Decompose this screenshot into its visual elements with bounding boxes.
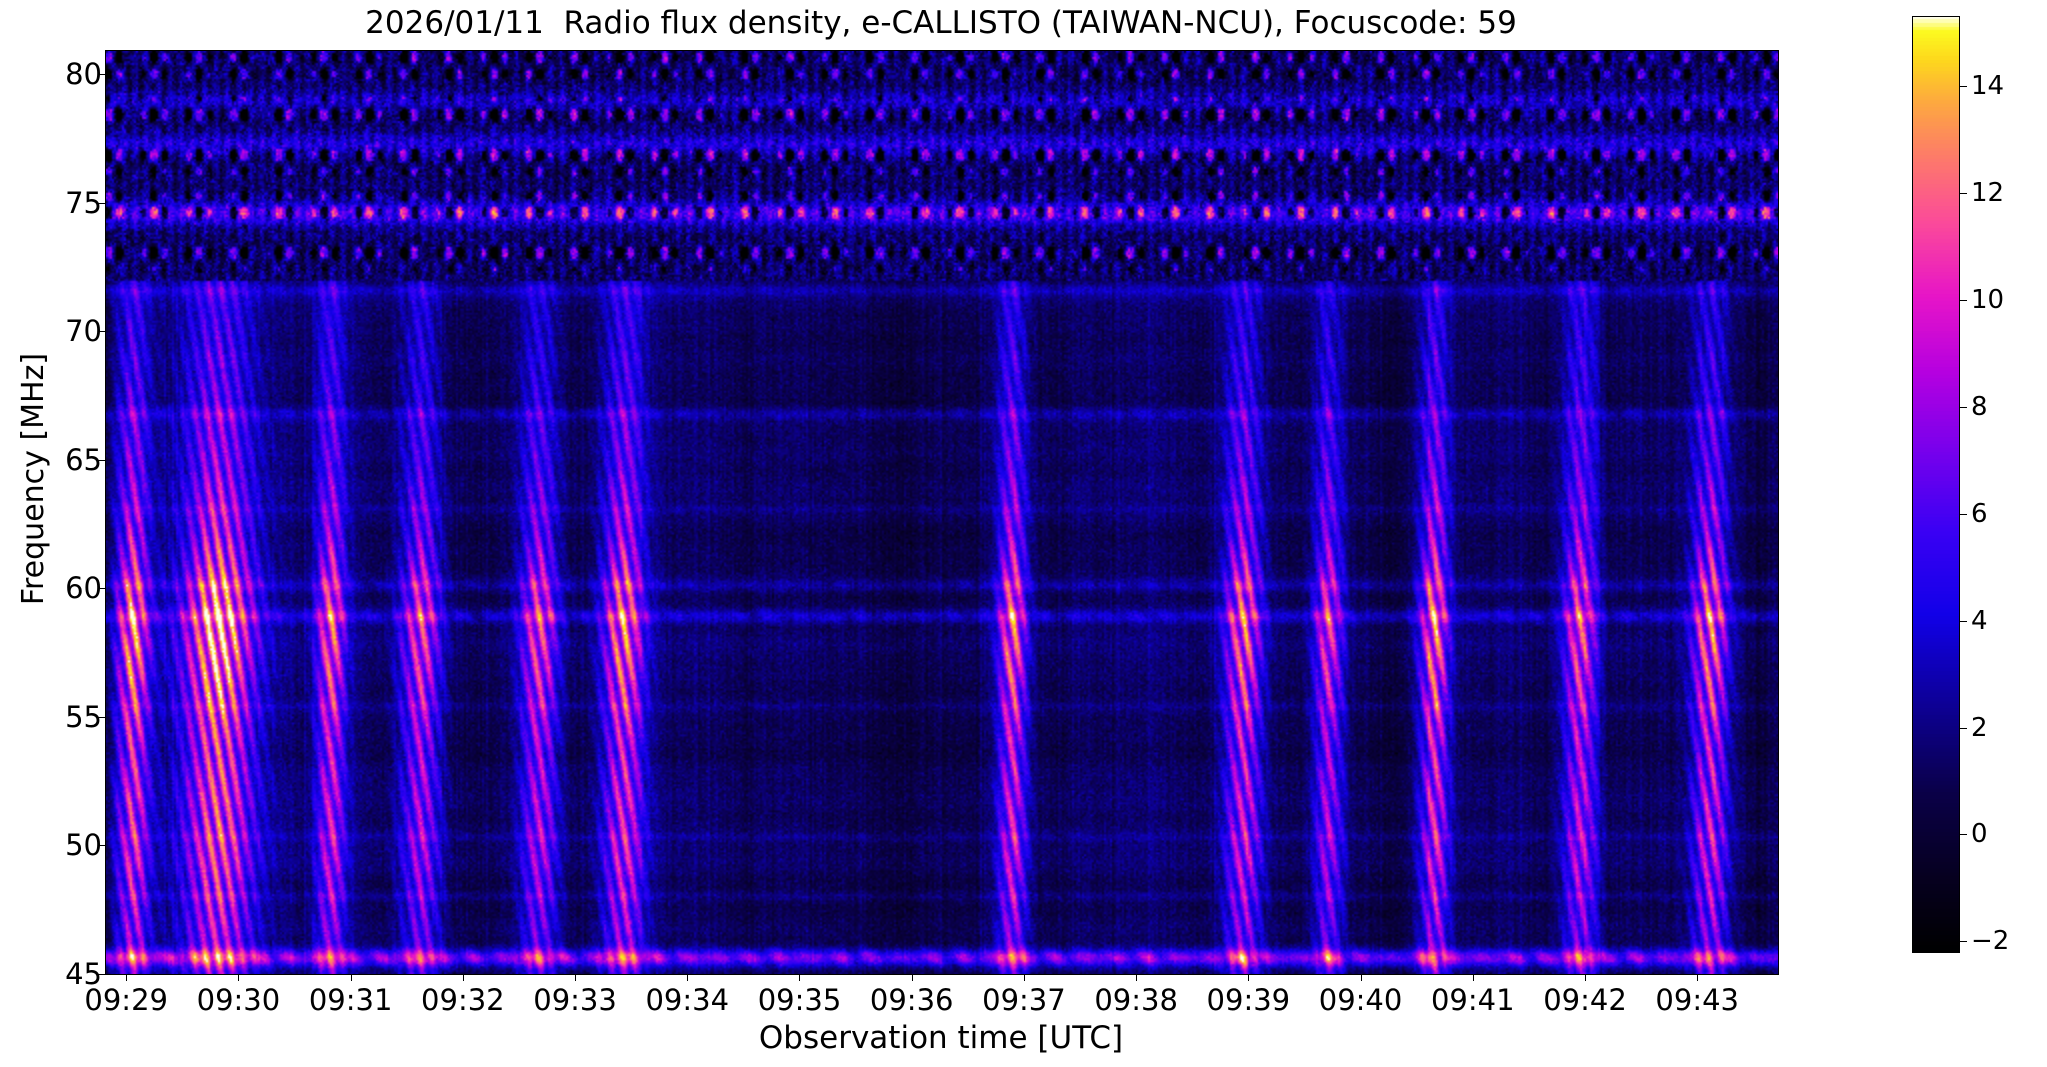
colorbar-tick-mark <box>1960 300 1967 302</box>
colorbar-tick-mark <box>1960 193 1967 195</box>
colorbar-tick-label: 4 <box>1971 605 1988 636</box>
y-axis-tick-mark <box>98 459 105 461</box>
x-axis-tick-mark <box>126 974 128 981</box>
spectrogram-axes[interactable] <box>105 50 1779 975</box>
y-axis-tick-mark <box>98 716 105 718</box>
x-axis-tick-label: 09:41 <box>1430 983 1515 1017</box>
colorbar-tick-mark <box>1960 407 1967 409</box>
x-axis-tick-mark <box>1472 974 1474 981</box>
x-axis-tick-mark <box>1136 974 1138 981</box>
x-axis-tick-label: 09:35 <box>757 983 842 1017</box>
y-axis-label: Frequency [MHz] <box>16 352 51 606</box>
x-axis-tick-label: 09:33 <box>533 983 617 1017</box>
x-axis-tick-label: 09:43 <box>1655 983 1739 1017</box>
colorbar-tick-mark <box>1960 620 1967 622</box>
x-axis-tick-mark <box>1360 974 1362 981</box>
x-axis-tick-mark <box>575 974 577 981</box>
y-axis-tick-label: 55 <box>65 699 102 734</box>
x-axis-tick-label: 09:38 <box>1094 983 1178 1017</box>
x-axis-tick-mark <box>1584 974 1586 981</box>
colorbar-tick-mark <box>1960 86 1967 88</box>
x-axis-tick-label: 09:32 <box>421 983 505 1017</box>
x-axis-tick-label: 09:40 <box>1318 983 1403 1017</box>
x-axis-tick-mark <box>462 974 464 981</box>
y-axis-tick-mark <box>98 202 105 204</box>
x-axis-tick-label: 09:29 <box>84 983 168 1017</box>
colorbar-tick-mark <box>1960 513 1967 515</box>
colorbar-tick-label: −2 <box>1971 926 2010 957</box>
colorbar-tick-label: 14 <box>1971 71 2005 102</box>
x-axis-tick-label: 09:37 <box>982 983 1066 1017</box>
page-title: 2026/01/11 Radio flux density, e-CALLIST… <box>365 5 1517 41</box>
x-axis-tick-label: 09:31 <box>308 983 393 1017</box>
y-axis-tick-label: 70 <box>65 314 102 349</box>
y-axis-tick-label: 75 <box>65 185 102 220</box>
y-axis-tick-mark <box>98 974 105 975</box>
x-axis-tick-label: 09:36 <box>869 983 954 1017</box>
x-axis-tick-mark <box>350 974 352 981</box>
colorbar-tick-label: 0 <box>1971 819 1988 850</box>
y-axis-tick-mark <box>98 588 105 590</box>
y-axis-tick-label: 80 <box>65 57 102 92</box>
colorbar-tick-mark <box>1960 941 1967 943</box>
y-axis-tick-label: 45 <box>65 957 102 991</box>
y-axis-tick-mark <box>98 845 105 847</box>
y-axis-tick-label: 60 <box>65 571 102 606</box>
x-axis-tick-mark <box>911 974 913 981</box>
x-axis-tick-mark <box>1023 974 1025 981</box>
x-axis-tick-label: 09:34 <box>645 983 730 1017</box>
colorbar[interactable] <box>1912 16 1960 953</box>
colorbar-tick-mark <box>1960 727 1967 729</box>
x-axis-tick-mark <box>1248 974 1250 981</box>
spectrogram-image[interactable] <box>106 51 1778 974</box>
y-axis-tick-label: 65 <box>65 442 102 477</box>
x-axis-label: Observation time [UTC] <box>758 1020 1124 1056</box>
x-axis-tick-mark <box>799 974 801 981</box>
x-axis-tick-label: 09:39 <box>1206 983 1291 1017</box>
colorbar-tick-label: 8 <box>1971 392 1988 423</box>
y-axis-tick-mark <box>98 74 105 76</box>
x-axis-tick-mark <box>1697 974 1699 981</box>
x-axis-tick-mark <box>238 974 240 981</box>
colorbar-tick-label: 10 <box>1971 285 2005 316</box>
y-axis-tick-label: 50 <box>65 828 102 863</box>
colorbar-gradient <box>1913 17 1959 952</box>
x-axis-tick-label: 09:42 <box>1543 983 1627 1017</box>
colorbar-tick-label: 12 <box>1971 178 2005 209</box>
x-axis-tick-label: 09:30 <box>196 983 281 1017</box>
y-axis-tick-mark <box>98 331 105 333</box>
colorbar-tick-label: 2 <box>1971 712 1988 743</box>
colorbar-tick-mark <box>1960 834 1967 836</box>
x-axis-tick-mark <box>687 974 689 981</box>
colorbar-tick-label: 6 <box>1971 498 1988 529</box>
